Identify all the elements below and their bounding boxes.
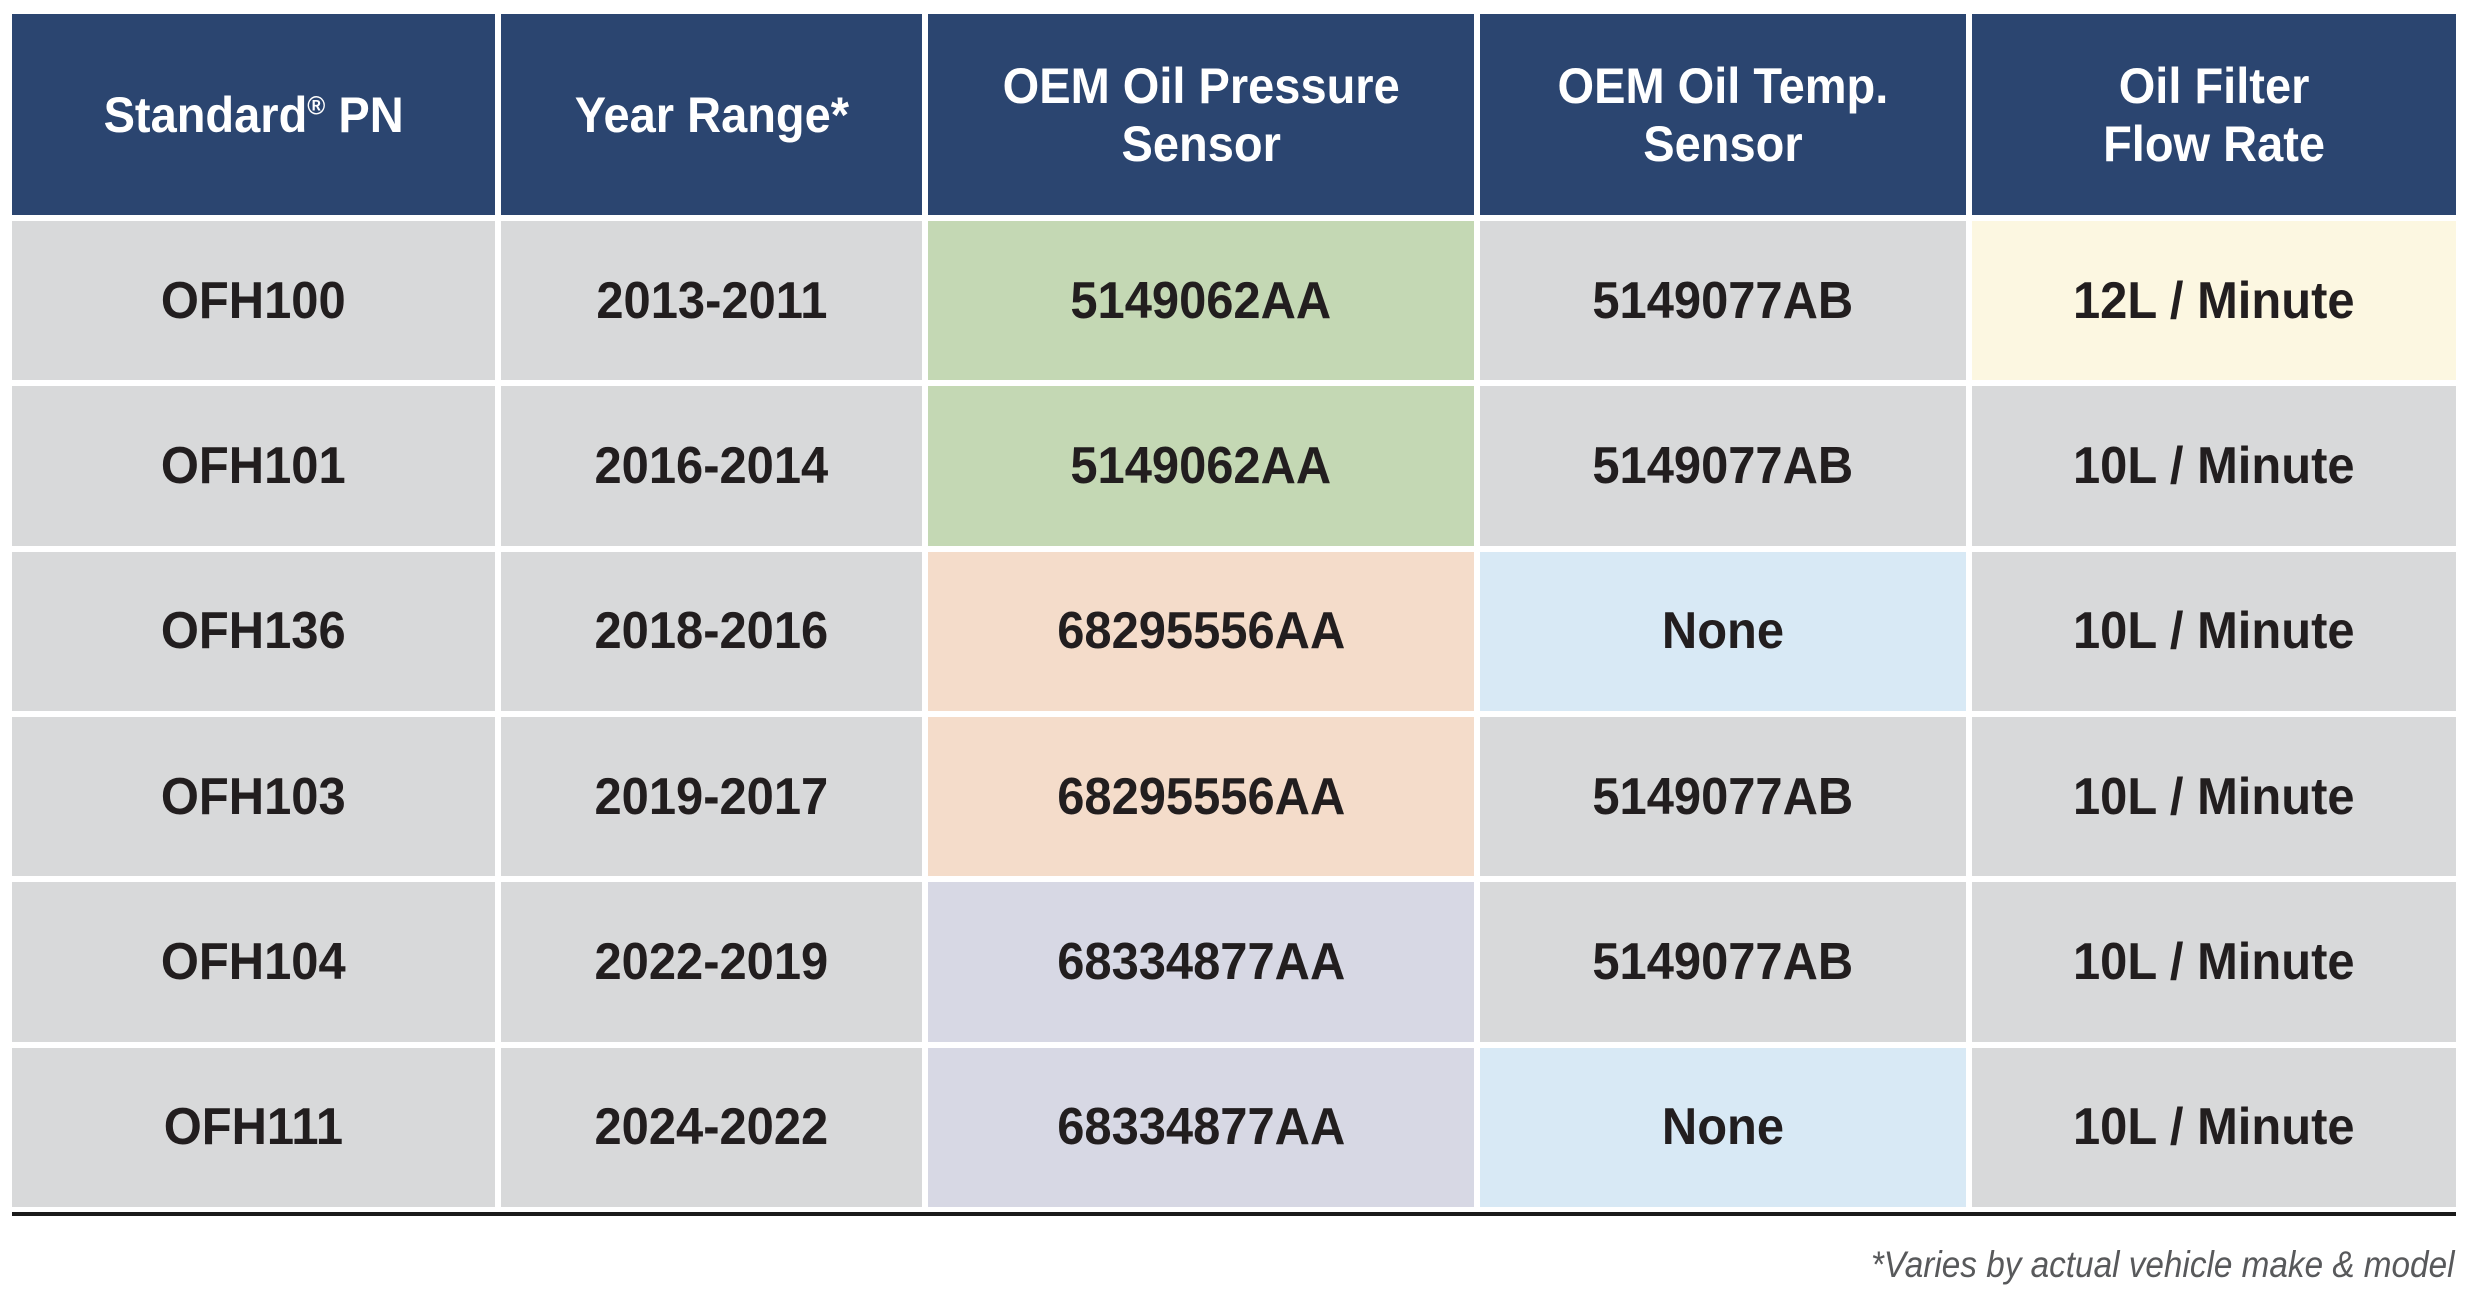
table-bottom-rule: [12, 1212, 2456, 1216]
cell-oem-oil-pressure-sensor: 68334877AA: [928, 1047, 1474, 1207]
cell-oil-filter-flow-rate: 10L / Minute: [1971, 1047, 2456, 1207]
cell-oem-oil-pressure-sensor: 68295556AA: [928, 551, 1474, 711]
year-range-value: 2016-2014: [594, 436, 829, 495]
registered-trademark-symbol: ®: [307, 89, 326, 120]
cell-oil-filter-flow-rate: 10L / Minute: [1971, 386, 2456, 546]
col-header-standard-pn: Standard® PN: [12, 14, 496, 215]
col-header-oem-oil-temp-sensor-label: OEM Oil Temp. Sensor: [1557, 57, 1889, 172]
col-header-oem-oil-pressure-sensor-label: OEM Oil Pressure Sensor: [1002, 57, 1400, 172]
oil-pressure-sensor-value: 5149062AA: [1070, 271, 1332, 330]
cell-standard-pn: OFH104: [12, 882, 496, 1042]
cell-oem-oil-temp-sensor: None: [1479, 551, 1966, 711]
year-range-value: 2019-2017: [594, 767, 829, 826]
oil-pressure-sensor-value: 68334877AA: [1056, 1098, 1345, 1157]
cell-oil-filter-flow-rate: 10L / Minute: [1971, 716, 2456, 877]
col-header-oem-oil-temp-sensor: OEM Oil Temp. Sensor: [1479, 14, 1966, 215]
year-range-value: 2018-2016: [594, 602, 829, 661]
oil-temp-sensor-value: 5149077AB: [1592, 932, 1854, 991]
cell-year-range: 2018-2016: [501, 551, 923, 711]
cell-year-range: 2024-2022: [501, 1047, 923, 1207]
cell-oem-oil-temp-sensor: 5149077AB: [1479, 882, 1966, 1042]
footnote: *Varies by actual vehicle make & model: [1806, 1244, 2454, 1286]
cell-oem-oil-temp-sensor: 5149077AB: [1479, 716, 1966, 877]
part-number-value: OFH101: [161, 436, 346, 495]
flow-rate-value: 10L / Minute: [2073, 602, 2355, 661]
flow-rate-value: 10L / Minute: [2073, 932, 2355, 991]
flow-rate-value: 12L / Minute: [2073, 271, 2355, 330]
cell-year-range: 2016-2014: [501, 386, 923, 546]
cell-oem-oil-pressure-sensor: 5149062AA: [928, 221, 1474, 381]
year-range-value: 2022-2019: [594, 932, 829, 991]
oil-temp-sensor-value: None: [1661, 1098, 1784, 1157]
oil-temp-sensor-value: 5149077AB: [1592, 436, 1854, 495]
part-number-value: OFH104: [161, 932, 346, 991]
col-header-oil-filter-flow-rate: Oil Filter Flow Rate: [1971, 14, 2456, 215]
cell-year-range: 2022-2019: [501, 882, 923, 1042]
part-number-value: OFH103: [161, 767, 346, 826]
cell-year-range: 2019-2017: [501, 716, 923, 877]
flow-rate-value: 10L / Minute: [2073, 436, 2355, 495]
part-number-value: OFH100: [161, 271, 346, 330]
col-header-year-range: Year Range*: [501, 14, 923, 215]
cell-standard-pn: OFH111: [12, 1047, 496, 1207]
footnote-text: *Varies by actual vehicle make & model: [1870, 1244, 2454, 1285]
oil-filter-housing-table: Standard® PN Year Range* OEM Oil Pressur…: [12, 14, 2456, 1207]
col-header-standard-pn-label: Standard® PN: [104, 86, 404, 144]
part-number-value: OFH111: [163, 1098, 344, 1157]
oil-pressure-sensor-value: 68334877AA: [1056, 932, 1345, 991]
cell-standard-pn: OFH103: [12, 716, 496, 877]
oil-temp-sensor-value: 5149077AB: [1592, 271, 1854, 330]
col-header-year-range-label: Year Range*: [574, 86, 849, 143]
cell-standard-pn: OFH136: [12, 551, 496, 711]
oil-temp-sensor-value: 5149077AB: [1592, 767, 1854, 826]
flow-rate-value: 10L / Minute: [2073, 1098, 2355, 1157]
cell-oil-filter-flow-rate: 10L / Minute: [1971, 882, 2456, 1042]
cell-standard-pn: OFH100: [12, 221, 496, 381]
cell-oem-oil-temp-sensor: None: [1479, 1047, 1966, 1207]
cell-oem-oil-pressure-sensor: 68295556AA: [928, 716, 1474, 877]
oil-pressure-sensor-value: 68295556AA: [1056, 602, 1345, 661]
cell-oil-filter-flow-rate: 10L / Minute: [1971, 551, 2456, 711]
cell-oem-oil-pressure-sensor: 68334877AA: [928, 882, 1474, 1042]
cell-oil-filter-flow-rate: 12L / Minute: [1971, 221, 2456, 381]
brand-name: Standard: [103, 86, 308, 143]
part-number-value: OFH136: [161, 602, 346, 661]
oil-temp-sensor-value: None: [1661, 602, 1784, 661]
year-range-value: 2013-2011: [596, 271, 828, 330]
flow-rate-value: 10L / Minute: [2073, 767, 2355, 826]
cell-oem-oil-temp-sensor: 5149077AB: [1479, 386, 1966, 546]
cell-year-range: 2013-2011: [501, 221, 923, 381]
oil-pressure-sensor-value: 5149062AA: [1070, 436, 1332, 495]
cell-oem-oil-pressure-sensor: 5149062AA: [928, 386, 1474, 546]
pn-suffix: PN: [325, 86, 404, 143]
cell-standard-pn: OFH101: [12, 386, 496, 546]
col-header-oil-filter-flow-rate-label: Oil Filter Flow Rate: [2102, 57, 2325, 172]
cell-oem-oil-temp-sensor: 5149077AB: [1479, 221, 1966, 381]
year-range-value: 2024-2022: [594, 1098, 829, 1157]
oil-pressure-sensor-value: 68295556AA: [1056, 767, 1345, 826]
col-header-oem-oil-pressure-sensor: OEM Oil Pressure Sensor: [928, 14, 1474, 215]
